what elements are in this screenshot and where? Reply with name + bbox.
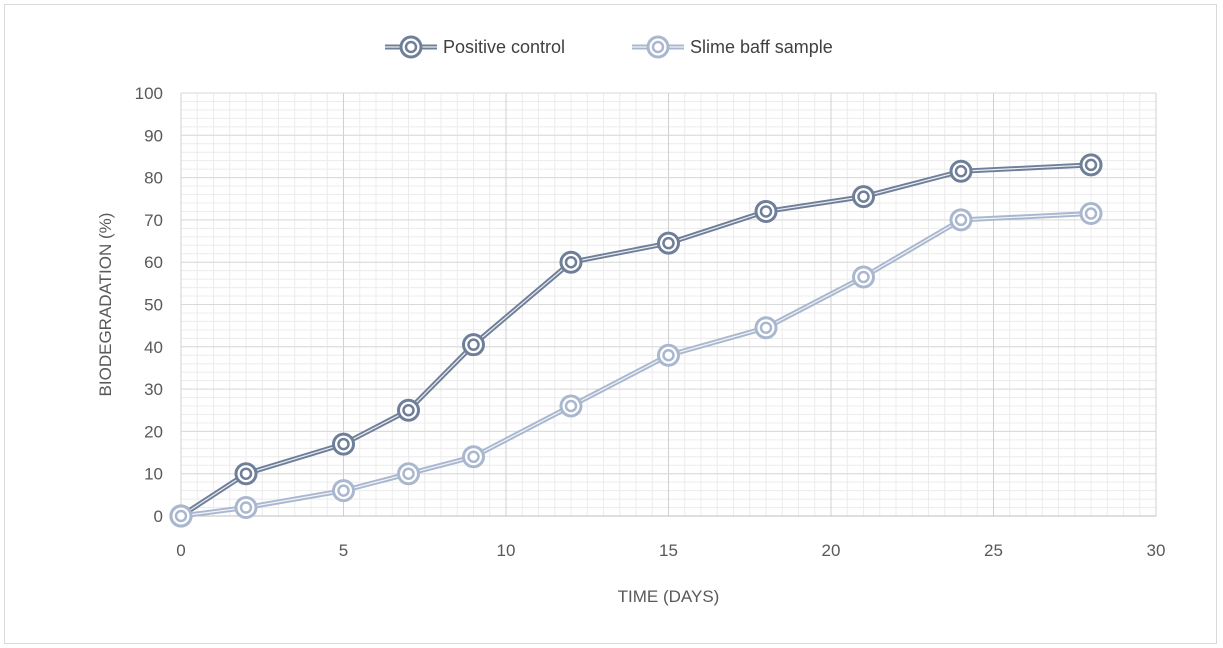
data-point [1079,153,1103,177]
data-point-inner [564,255,578,269]
x-tick-label: 30 [1147,541,1166,560]
data-point-inner [467,450,480,464]
y-tick-label: 60 [144,253,163,272]
x-tick-label: 0 [176,541,185,560]
data-point-inner [174,509,188,523]
data-point-inner [337,484,350,497]
data-point [332,479,355,503]
x-tick-label: 25 [984,541,1003,560]
data-point [559,394,583,418]
x-axis-title: TIME (DAYS) [618,587,720,606]
data-point [852,265,875,289]
chart-frame: 0 10 20 30 40 50 60 70 80 90 100 0 5 10 15 20 25 30 TIME… [4,4,1217,644]
data-point [949,208,973,232]
data-point-inner [337,437,350,451]
data-point [852,185,875,209]
x-tick-label: 20 [822,541,841,560]
data-point [657,343,680,367]
legend-label: Slime baff sample [690,37,833,57]
x-tick-label: 10 [497,541,516,560]
data-point-inner [954,165,968,178]
legend-label: Positive control [443,37,565,57]
data-point [657,231,680,255]
data-point-inner [402,467,415,480]
data-point [169,504,193,528]
data-point [949,159,973,183]
data-point-inner [954,213,968,227]
data-point-inner [467,338,480,351]
data-point-inner [759,321,773,335]
data-point [559,250,583,274]
data-point-inner [239,501,253,514]
data-point [462,445,485,469]
data-point-inner [564,399,578,413]
data-point-inner [857,190,870,203]
y-axis-title: BIODEGRADATION (%) [96,213,115,397]
x-axis-ticks: 0 5 10 15 20 25 30 [176,541,1165,560]
y-tick-label: 20 [144,422,163,441]
data-point [234,462,258,486]
data-point [234,496,258,520]
data-point [397,462,420,486]
data-point [332,432,355,456]
y-tick-label: 50 [144,296,163,315]
data-point-inner [1084,207,1098,220]
data-point-inner [239,467,253,480]
data-point-inner [662,349,675,362]
legend-entry-2: Slime baff sample [632,35,833,59]
legend: Positive control Slime baff sample [385,35,833,59]
data-point [462,333,485,357]
y-tick-label: 0 [154,507,163,526]
data-point [754,199,778,223]
data-point [397,398,420,422]
y-tick-label: 10 [144,465,163,484]
legend-marker-inner [651,40,665,54]
series-layer [169,153,1103,528]
x-tick-label: 5 [339,541,348,560]
data-point-inner [402,404,415,417]
y-axis-ticks: 0 10 20 30 40 50 60 70 80 90 100 [135,84,163,526]
y-tick-label: 80 [144,169,163,188]
y-tick-label: 40 [144,338,163,357]
data-point [754,316,778,340]
data-point-inner [759,205,773,218]
data-point-inner [857,270,870,284]
y-tick-label: 70 [144,211,163,230]
y-tick-label: 90 [144,126,163,145]
line-chart: 0 10 20 30 40 50 60 70 80 90 100 0 5 10 15 20 25 30 TIME… [96,35,1165,606]
legend-marker-inner [404,40,418,54]
y-tick-label: 100 [135,84,163,103]
series-2 [169,202,1103,528]
y-tick-label: 30 [144,380,163,399]
legend-entry-1: Positive control [385,35,565,59]
data-point-inner [1084,158,1098,172]
data-point-inner [662,236,675,250]
data-point [1079,202,1103,226]
x-tick-label: 15 [659,541,678,560]
